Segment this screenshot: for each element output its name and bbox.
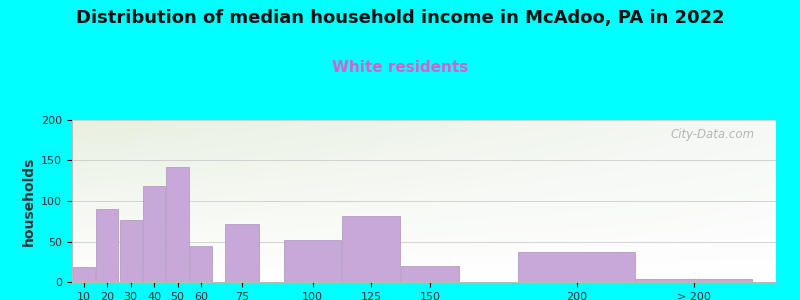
Bar: [119, 220, 142, 282]
Text: City-Data.com: City-Data.com: [670, 128, 755, 141]
Bar: [73, 267, 95, 282]
Bar: [636, 279, 752, 282]
Text: White residents: White residents: [332, 60, 468, 75]
Bar: [166, 167, 189, 282]
Bar: [284, 240, 342, 282]
Bar: [96, 209, 118, 282]
Bar: [401, 266, 458, 282]
Bar: [190, 246, 212, 282]
Bar: [143, 186, 166, 282]
Text: Distribution of median household income in McAdoo, PA in 2022: Distribution of median household income …: [76, 9, 724, 27]
Bar: [518, 252, 634, 282]
Y-axis label: households: households: [22, 156, 35, 246]
Bar: [342, 216, 400, 282]
Bar: [225, 224, 259, 282]
